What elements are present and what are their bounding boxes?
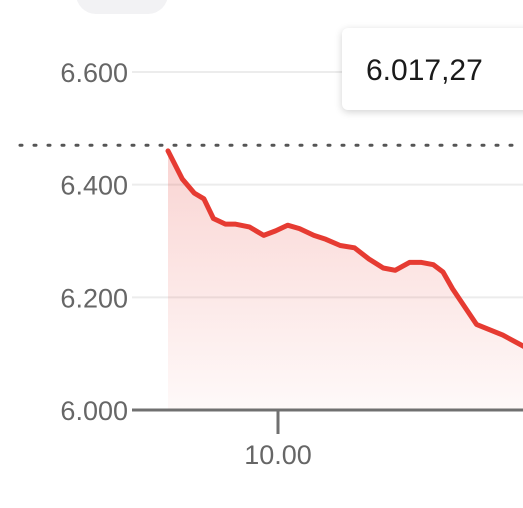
series-line — [165, 148, 523, 349]
y-tick-label: 6.400 — [60, 171, 128, 201]
x-tick-label: 10.00 — [244, 440, 312, 470]
value-tooltip: 6.017,27 — [342, 28, 523, 110]
y-tick-label: 6.200 — [60, 283, 128, 313]
tooltip-value: 6.017,27 — [366, 54, 483, 87]
top-control-pill — [76, 0, 168, 14]
y-tick-label: 6.000 — [60, 396, 128, 426]
y-tick-label: 6.600 — [60, 58, 128, 88]
series-area — [168, 150, 523, 410]
